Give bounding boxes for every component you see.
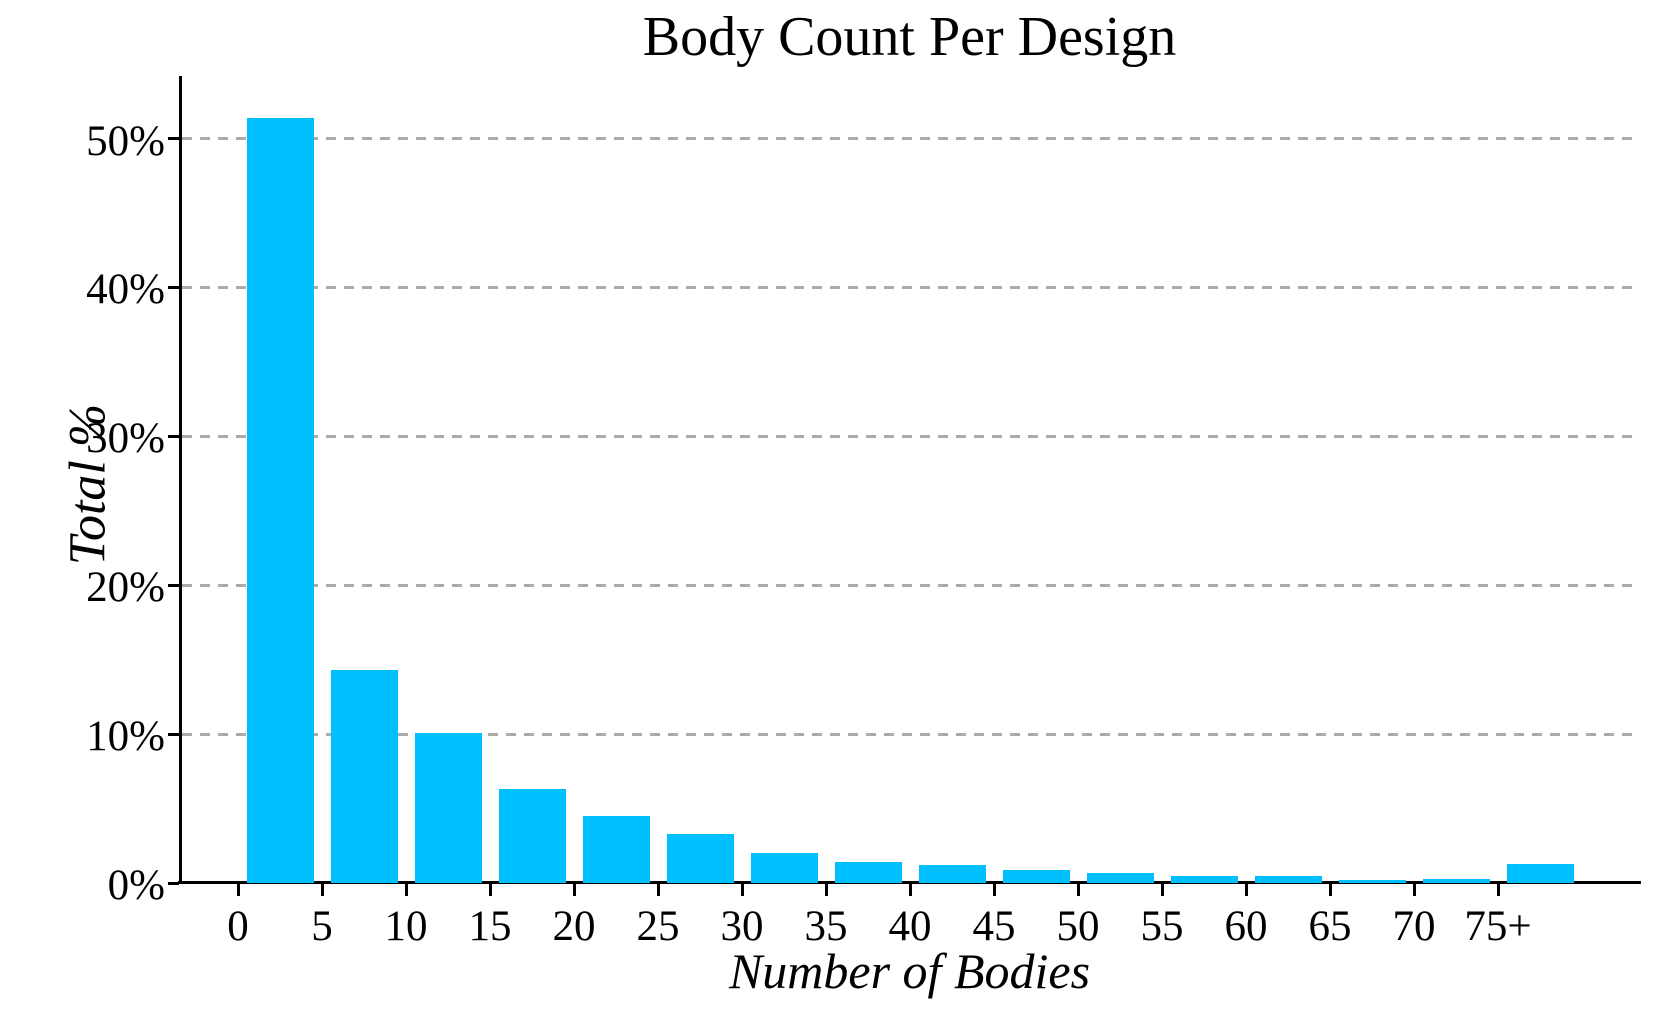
x-tick [488, 884, 492, 896]
bar [918, 865, 986, 883]
x-tick [320, 884, 324, 896]
bar [582, 815, 650, 883]
x-tick [656, 884, 660, 896]
y-tick-label: 50% [86, 117, 165, 165]
y-tick-label: 10% [86, 713, 165, 761]
gridline [182, 732, 1640, 736]
bar [1422, 879, 1490, 883]
y-axis-line [179, 76, 182, 884]
x-tick [1244, 884, 1248, 896]
y-tick [168, 583, 179, 587]
x-axis-title: Number of Bodies [728, 943, 1091, 999]
y-tick [168, 732, 179, 736]
x-tick [404, 884, 408, 896]
x-tick [1076, 884, 1080, 896]
chart-title: Body Count Per Design [642, 6, 1177, 68]
bar [414, 732, 482, 883]
y-tick [168, 137, 179, 141]
bar [1086, 872, 1154, 883]
x-tick-label: 0 [227, 903, 249, 950]
x-tick [1160, 884, 1164, 896]
x-tick-label: 35 [804, 903, 848, 950]
x-tick-label: 20 [552, 903, 596, 950]
y-tick-label: 40% [86, 266, 165, 314]
bar [1254, 876, 1322, 883]
gridline [182, 137, 1640, 141]
bar [1338, 880, 1406, 883]
bar [1506, 863, 1574, 883]
bar [498, 789, 566, 883]
x-tick [824, 884, 828, 896]
x-tick-label: 40 [888, 903, 932, 950]
x-tick-label: 5 [311, 903, 333, 950]
bar [330, 670, 398, 883]
gridline [182, 583, 1640, 587]
x-tick [1496, 884, 1500, 896]
y-tick-label: 30% [86, 415, 165, 463]
x-tick [572, 884, 576, 896]
gridline [182, 434, 1640, 438]
x-tick [236, 884, 240, 896]
bar [1170, 875, 1238, 883]
x-tick-label: 70 [1392, 903, 1436, 950]
x-tick [908, 884, 912, 896]
x-tick-label: 50 [1056, 903, 1100, 950]
x-tick [740, 884, 744, 896]
bar [1002, 870, 1070, 883]
y-tick-label: 0% [107, 862, 165, 909]
y-tick-label: 20% [86, 564, 165, 612]
x-tick-label: 60 [1224, 903, 1268, 950]
x-tick-label: 10 [384, 903, 428, 950]
x-tick-label: 25 [636, 903, 680, 950]
x-tick [1412, 884, 1416, 896]
bar [834, 862, 902, 883]
x-tick-label: 15 [468, 903, 512, 950]
gridline [182, 285, 1640, 289]
x-tick-label: 45 [972, 903, 1016, 950]
y-tick [168, 881, 179, 885]
bar [666, 833, 734, 883]
y-tick [168, 434, 179, 438]
x-tick-label: 30 [720, 903, 764, 950]
y-tick [168, 285, 179, 289]
x-tick-label: 65 [1308, 903, 1352, 950]
bar [246, 117, 314, 883]
x-tick [1328, 884, 1332, 896]
x-axis-line [178, 881, 1641, 884]
x-tick [992, 884, 996, 896]
x-tick-label: 55 [1140, 903, 1184, 950]
x-tick-label: 75+ [1464, 903, 1532, 950]
bar [750, 853, 818, 883]
